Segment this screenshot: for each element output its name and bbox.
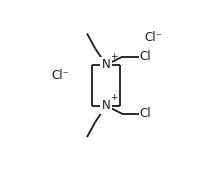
Text: N: N [102,58,110,71]
Text: N: N [102,99,110,112]
Text: +: + [110,93,118,102]
Text: Cl: Cl [140,107,151,120]
Text: Cl: Cl [140,50,151,63]
Text: Cl⁻: Cl⁻ [52,69,70,82]
Text: Cl⁻: Cl⁻ [144,31,162,44]
Text: +: + [110,52,118,61]
